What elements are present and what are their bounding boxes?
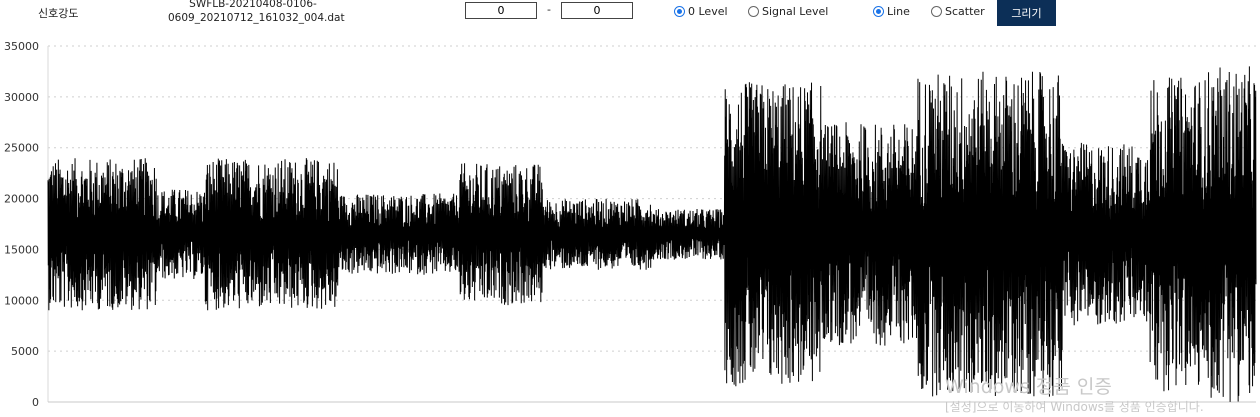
radio-line-indicator[interactable]: [873, 6, 884, 17]
y-tick-label: 10000: [4, 294, 39, 307]
y-axis-ticks: 0 5000 10000 15000 20000 25000 30000 35000: [4, 40, 39, 409]
y-tick-label: 30000: [4, 91, 39, 104]
y-tick-label: 0: [32, 396, 39, 409]
radio-0-level-indicator[interactable]: [674, 6, 685, 17]
draw-button[interactable]: 그리기: [997, 0, 1056, 26]
y-tick-label: 25000: [4, 142, 39, 155]
radio-line-label: Line: [887, 5, 910, 18]
filename-line-2: 0609_20210712_161032_004.dat: [168, 12, 345, 24]
series-line: [47, 66, 1257, 402]
radio-scatter-label: Scatter: [945, 5, 985, 18]
radio-scatter-indicator[interactable]: [931, 6, 942, 17]
radio-line[interactable]: Line: [873, 5, 910, 18]
toolbar: 신호강도 SWFLB-20210408-0106- 0609_20210712_…: [0, 0, 1260, 34]
filename-label: SWFLB-20210408-0106- 0609_20210712_16103…: [168, 0, 345, 25]
y-tick-label: 20000: [4, 193, 39, 206]
y-tick-label: 35000: [4, 40, 39, 53]
radio-signal-level-indicator[interactable]: [748, 6, 759, 17]
chart-title-label: 신호강도: [38, 7, 79, 20]
range-from-input[interactable]: [465, 2, 537, 19]
radio-0-level-label: 0 Level: [688, 5, 728, 18]
y-tick-label: 5000: [11, 345, 39, 358]
signal-chart: 0 5000 10000 15000 20000 25000 30000 35000: [4, 40, 1257, 409]
radio-0-level[interactable]: 0 Level: [674, 5, 728, 18]
radio-signal-level-label: Signal Level: [762, 5, 829, 18]
radio-scatter[interactable]: Scatter: [931, 5, 985, 18]
filename-line-1: SWFLB-20210408-0106-: [189, 0, 317, 10]
range-separator: -: [547, 3, 551, 16]
radio-signal-level[interactable]: Signal Level: [748, 5, 828, 18]
range-to-input[interactable]: [561, 2, 633, 19]
y-tick-label: 15000: [4, 243, 39, 256]
